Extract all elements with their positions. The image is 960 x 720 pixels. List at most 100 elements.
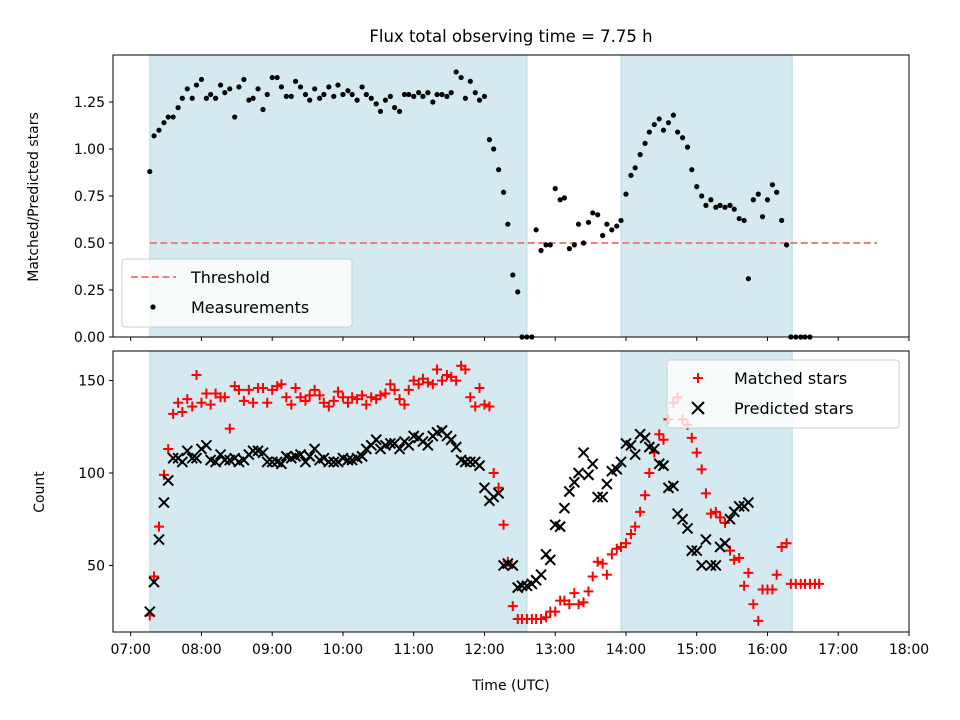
predicted-stars-point xyxy=(422,439,434,451)
measurement-point xyxy=(278,84,284,90)
matched-stars-point xyxy=(743,567,754,578)
top-y-tick-label: 1.00 xyxy=(74,142,105,158)
matched-stars-point xyxy=(597,558,608,569)
measurement-point xyxy=(764,197,771,203)
measurement-point xyxy=(411,93,417,99)
legend-matched-label: Matched stars xyxy=(734,369,847,388)
predicted-stars-point xyxy=(209,456,222,468)
matched-stars-point xyxy=(700,488,711,499)
measurement-point xyxy=(292,78,299,84)
predicted-stars-point xyxy=(572,467,585,479)
measurement-point xyxy=(151,133,157,139)
predicted-stars-point xyxy=(144,605,156,618)
predicted-stars-point xyxy=(275,458,288,470)
x-tick-label: 16:00 xyxy=(747,642,787,658)
predicted-stars-point xyxy=(691,544,703,557)
measurement-point xyxy=(566,246,572,252)
top-y-tick-label: 0.75 xyxy=(74,189,105,205)
matched-stars-point xyxy=(394,394,405,405)
legend-predicted-label: Predicted stars xyxy=(734,399,854,418)
predicted-stars-point xyxy=(535,568,547,581)
measurement-point xyxy=(665,120,672,126)
predicted-stars-point xyxy=(308,443,321,455)
matched-stars-point xyxy=(413,379,424,390)
matched-stars-point xyxy=(337,392,348,403)
measurement-point xyxy=(307,97,313,103)
x-tick-label: 09:00 xyxy=(252,642,292,658)
measurement-point xyxy=(496,167,502,173)
predicted-stars-point xyxy=(710,559,722,572)
matched-stars-point xyxy=(814,578,825,589)
predicted-stars-point xyxy=(190,452,203,464)
measurement-point xyxy=(321,91,327,98)
measurement-point xyxy=(632,165,638,171)
matched-stars-point xyxy=(347,392,358,403)
predicted-stars-point xyxy=(219,454,231,466)
matched-stars-point xyxy=(427,379,438,390)
x-tick-label: 11:00 xyxy=(394,642,434,658)
measurement-point xyxy=(396,108,403,114)
predicted-stars-point xyxy=(625,439,637,451)
bottom-legend: Matched stars Predicted stars xyxy=(666,359,900,429)
legend-predicted-swatch xyxy=(691,401,705,415)
measurement-point xyxy=(745,276,751,282)
measurement-point xyxy=(302,91,309,98)
predicted-stars-point xyxy=(705,559,717,572)
measurement-point xyxy=(198,76,205,83)
predicted-stars-point xyxy=(611,463,623,476)
bottom-legend-box xyxy=(666,359,900,429)
measurement-point xyxy=(604,221,610,227)
predicted-stars-point xyxy=(328,456,340,468)
matched-stars-point xyxy=(686,432,697,443)
measurement-point xyxy=(203,95,209,101)
matched-stars-point xyxy=(630,521,641,532)
matched-stars-point xyxy=(541,612,552,623)
bottom-y-tick-label: 150 xyxy=(78,374,105,390)
matched-stars-point xyxy=(328,395,339,406)
predicted-stars-point xyxy=(294,448,307,461)
matched-stars-point xyxy=(238,395,249,406)
predicted-stars-point xyxy=(167,452,179,464)
matched-stars-point xyxy=(710,506,721,517)
top-y-tick-label: 0.25 xyxy=(74,283,105,299)
matched-stars-point xyxy=(375,390,386,401)
matched-stars-point xyxy=(153,521,164,532)
predicted-stars-point xyxy=(591,491,604,503)
matched-stars-point xyxy=(493,482,504,493)
measurement-point xyxy=(444,93,450,99)
measurement-point xyxy=(533,227,539,233)
measurement-point xyxy=(646,129,652,135)
matched-stars-point xyxy=(262,397,273,408)
matched-stars-point xyxy=(437,375,448,386)
predicted-stars-point xyxy=(615,456,627,468)
measurement-point xyxy=(727,202,733,208)
predicted-stars-point xyxy=(733,500,745,512)
measurement-point xyxy=(731,206,737,212)
chart-title: Flux total observing time = 7.75 h xyxy=(369,27,652,46)
predicted-stars-point xyxy=(544,554,556,566)
measurement-point xyxy=(675,129,681,135)
measurement-point xyxy=(326,84,332,90)
measurement-point xyxy=(722,204,728,210)
matched-stars-point xyxy=(583,586,594,597)
measurement-point xyxy=(264,91,270,98)
measurement-point xyxy=(557,197,563,203)
measurement-point xyxy=(331,93,337,99)
matched-stars-point xyxy=(224,423,235,434)
legend-matched-swatch xyxy=(693,373,703,383)
measurement-point xyxy=(628,172,634,178)
matched-stars-point xyxy=(507,601,518,612)
matched-stars-point xyxy=(182,394,193,405)
measurement-point xyxy=(491,146,497,152)
matched-stars-point xyxy=(606,549,617,560)
matched-stars-point xyxy=(366,392,377,403)
measurement-point xyxy=(660,127,667,133)
measurement-point xyxy=(312,86,318,92)
legend-measurements-swatch xyxy=(150,304,156,310)
matched-stars-point xyxy=(739,580,750,591)
matched-stars-point xyxy=(484,401,495,412)
measurement-point xyxy=(543,242,549,248)
matched-stars-point xyxy=(258,382,269,393)
matched-stars-point xyxy=(748,599,759,610)
measurement-point xyxy=(165,114,171,120)
